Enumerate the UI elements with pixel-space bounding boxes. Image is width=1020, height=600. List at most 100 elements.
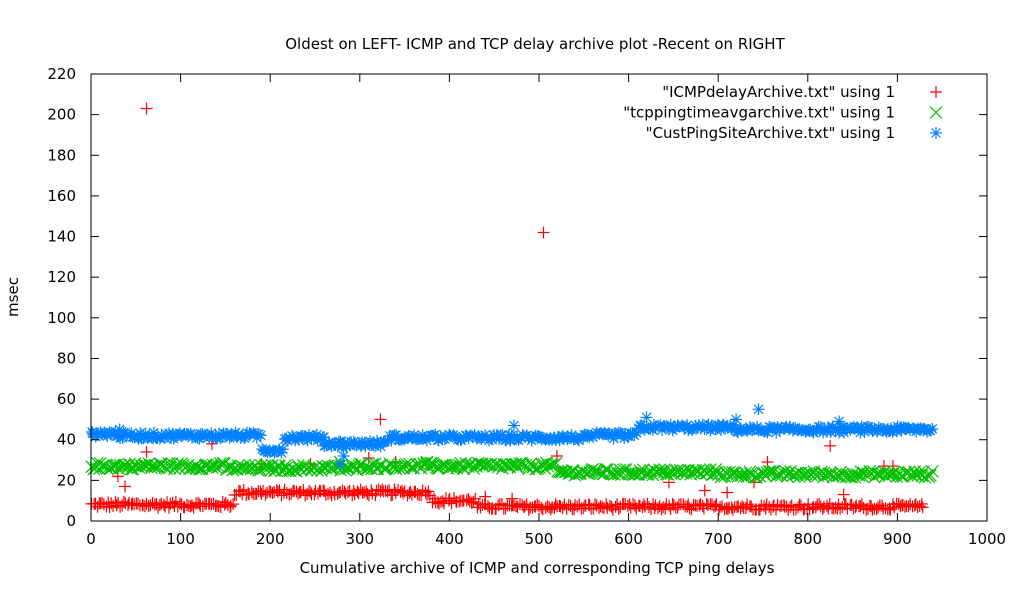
y-tick-label: 180 <box>47 146 76 164</box>
data-point-outlier <box>833 415 846 428</box>
legend-marker <box>930 86 942 98</box>
data-point <box>764 465 777 479</box>
series-3 <box>86 403 939 471</box>
x-tick-label: 0 <box>86 530 96 548</box>
data-point <box>358 486 371 499</box>
data-point-outlier <box>752 403 765 416</box>
data-point-outlier <box>119 480 132 493</box>
y-tick-label: 160 <box>47 187 76 205</box>
x-axis-label: Cumulative archive of ICMP and correspon… <box>300 559 775 577</box>
data-point <box>120 461 134 475</box>
x-tick-label: 200 <box>256 530 285 548</box>
legend-label: "tcppingtimeavgarchive.txt" using 1 <box>623 104 895 122</box>
data-point <box>163 461 177 475</box>
data-point <box>183 462 197 475</box>
data-point-outlier <box>337 449 350 462</box>
data-point <box>157 498 170 511</box>
data-point <box>870 467 884 481</box>
data-point <box>403 487 416 500</box>
data-point <box>913 500 926 513</box>
data-point-outlier <box>837 488 850 501</box>
data-point <box>175 498 188 511</box>
x-tick-label: 800 <box>793 530 822 548</box>
data-point <box>264 464 277 478</box>
y-tick-label: 200 <box>47 106 76 124</box>
data-point <box>245 486 258 499</box>
y-axis-label: msec <box>4 277 22 317</box>
data-point <box>614 500 627 513</box>
data-point <box>354 483 367 496</box>
data-point <box>123 496 136 509</box>
data-point <box>778 464 792 478</box>
data-point-outlier <box>140 445 153 458</box>
data-point <box>684 467 698 481</box>
data-point <box>762 465 776 478</box>
data-point <box>707 467 721 481</box>
data-point <box>624 466 638 480</box>
x-tick-label: 100 <box>166 530 195 548</box>
y-tick-label: 120 <box>47 268 76 286</box>
data-point-outlier <box>886 460 899 473</box>
data-point <box>881 466 895 480</box>
y-tick-label: 100 <box>47 309 76 327</box>
data-point <box>577 465 591 479</box>
series-1 <box>85 102 929 516</box>
data-point <box>257 461 271 475</box>
y-tick-label: 140 <box>47 228 76 246</box>
data-point <box>142 457 156 470</box>
data-point <box>442 494 455 507</box>
data-point <box>633 464 647 478</box>
data-point <box>926 422 939 435</box>
data-point <box>227 498 240 511</box>
data-point-outlier <box>537 226 550 239</box>
y-tick-label: 0 <box>66 512 76 530</box>
data-point <box>276 443 289 456</box>
y-tick-label: 20 <box>57 471 76 489</box>
data-point <box>224 500 237 513</box>
data-point <box>792 470 806 484</box>
data-point <box>315 464 329 478</box>
data-point-outlier <box>140 102 153 115</box>
data-point <box>424 456 438 470</box>
data-point <box>216 495 229 508</box>
data-point <box>192 462 206 476</box>
data-point <box>275 489 288 502</box>
data-point <box>863 464 877 478</box>
data-point <box>808 468 822 482</box>
data-point-outlier <box>640 411 653 424</box>
y-tick-label: 60 <box>57 390 76 408</box>
data-point <box>739 466 752 480</box>
data-point <box>886 467 900 481</box>
data-point-outlier <box>721 486 734 499</box>
data-point <box>254 429 267 442</box>
legend-label: "CustPingSiteArchive.txt" using 1 <box>646 124 895 142</box>
data-point <box>500 459 514 473</box>
axes: 0 100 200 300 400 500 600 700 800 900 1000 0 20 40 60 8… <box>47 65 1006 548</box>
data-point <box>317 460 331 474</box>
data-point <box>436 495 449 508</box>
data-point <box>226 463 240 477</box>
data-point <box>916 501 929 514</box>
data-point <box>457 462 471 476</box>
data-point <box>720 502 733 515</box>
data-point <box>627 497 640 510</box>
legend-label: "ICMPdelayArchive.txt" using 1 <box>662 83 895 101</box>
data-point-outlier <box>506 492 519 505</box>
series-2 <box>85 455 939 484</box>
data-point <box>221 498 234 511</box>
data-point <box>847 502 860 515</box>
data-point <box>805 468 818 482</box>
data-point <box>240 489 253 502</box>
data-point <box>923 468 937 482</box>
chart-title: Oldest on LEFT- ICMP and TCP delay archi… <box>285 35 785 53</box>
data-point-outlier <box>374 413 387 426</box>
data-point <box>311 487 324 500</box>
data-point-outlier <box>507 419 520 432</box>
x-tick-label: 300 <box>345 530 374 548</box>
data-point <box>171 457 185 471</box>
data-point <box>444 460 458 474</box>
data-point <box>192 496 205 509</box>
data-point <box>117 458 131 472</box>
data-point <box>806 502 819 515</box>
data-point-outlier <box>479 490 492 503</box>
